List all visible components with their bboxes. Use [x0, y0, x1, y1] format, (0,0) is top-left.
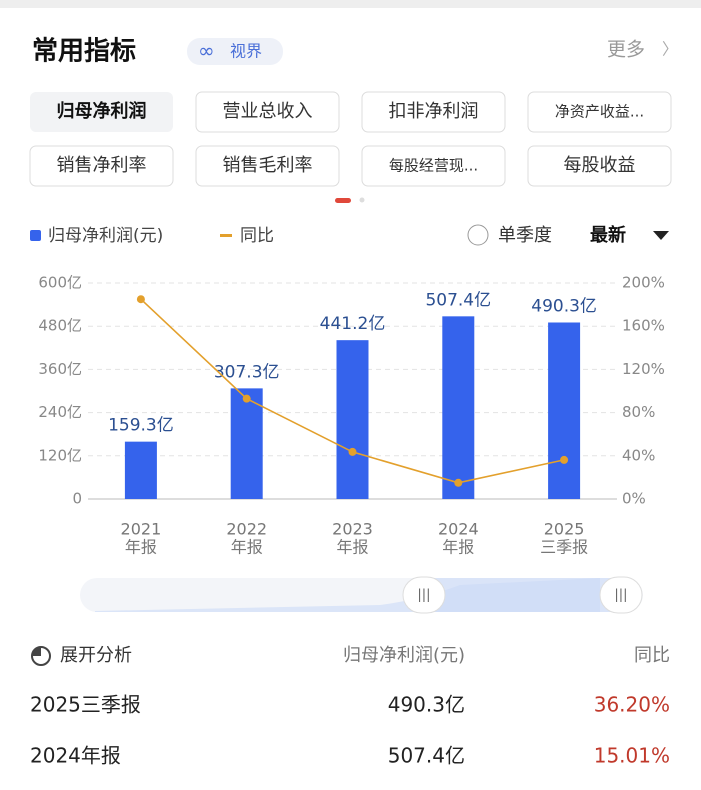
badge-bg[interactable]: [187, 38, 283, 65]
tab-bg[interactable]: [361, 145, 506, 187]
tab-bg[interactable]: [29, 145, 174, 187]
legend-swatch: [30, 230, 41, 241]
x-tick-label: 年报: [442, 538, 474, 557]
line-point: [136, 295, 145, 304]
y-tick-label: 0: [72, 490, 82, 508]
badge-label[interactable]: 视界: [230, 42, 262, 61]
value-label: 490.3亿: [531, 296, 597, 316]
bar: [336, 340, 369, 499]
tab-label[interactable]: 归母净利润: [57, 100, 147, 122]
x-tick-label: 年报: [125, 538, 157, 557]
quarter-toggle[interactable]: 单季度: [498, 225, 552, 246]
x-tick-label: 2022: [226, 520, 267, 539]
y-tick-label: 480亿: [38, 317, 82, 335]
tab-label[interactable]: 销售毛利率: [223, 155, 313, 176]
line-point: [560, 455, 569, 464]
bar: [124, 441, 157, 499]
tab-bg[interactable]: [527, 91, 672, 133]
legend-swatch: [220, 234, 232, 237]
slider-window[interactable]: [423, 578, 623, 612]
table-cell: 15.01%: [594, 744, 670, 768]
x-tick-label: 2024: [438, 520, 479, 539]
value-label: 507.4亿: [425, 290, 491, 310]
sort-select[interactable]: 最新: [590, 224, 626, 246]
table-cell: 36.20%: [594, 693, 670, 717]
y-tick-label: 240亿: [38, 403, 82, 421]
tab-bg[interactable]: [527, 145, 672, 187]
x-tick-label: 三季报: [540, 538, 588, 557]
badge-icon: ∞: [198, 39, 215, 63]
table-cell: 2024年报: [30, 744, 121, 768]
y2-tick-label: 0%: [622, 490, 646, 508]
table-cell: 2025三季报: [30, 693, 141, 717]
slider-handle[interactable]: [402, 576, 446, 614]
x-tick-label: 2025: [544, 520, 585, 539]
x-tick-label: 2023: [332, 520, 373, 539]
slider-handle[interactable]: [599, 576, 643, 614]
x-tick-label: 2021: [121, 520, 162, 539]
bar: [442, 316, 475, 499]
legend-label: 同比: [240, 226, 274, 246]
tab-bg[interactable]: [195, 91, 340, 133]
line-point: [348, 447, 357, 456]
handle-grip: |||: [417, 588, 430, 603]
table-header: 归母净利润(元): [343, 645, 465, 666]
table-cell: 507.4亿: [388, 744, 465, 768]
more-link[interactable]: 更多: [607, 39, 645, 61]
line-point: [454, 478, 463, 487]
y-tick-label: 120亿: [38, 446, 82, 464]
tab-bg[interactable]: [30, 92, 173, 132]
pager-dot: [359, 197, 365, 203]
tab-label[interactable]: 销售净利率: [57, 155, 147, 176]
tab-label[interactable]: 每股收益: [564, 155, 636, 176]
value-label: 307.3亿: [214, 362, 280, 382]
tab-label[interactable]: 扣非净利润: [389, 101, 479, 122]
y2-tick-label: 200%: [622, 274, 665, 292]
tab-label[interactable]: 每股经营现...: [389, 157, 478, 175]
bar: [548, 322, 581, 499]
analysis-icon: [32, 647, 41, 656]
dropdown-arrow[interactable]: [653, 231, 669, 240]
tab-bg[interactable]: [195, 145, 340, 187]
y-tick-label: 600亿: [38, 274, 82, 292]
bar: [230, 388, 263, 499]
pager-dot-active: [335, 198, 351, 203]
tab-bg[interactable]: [361, 91, 506, 133]
value-label: 441.2亿: [320, 314, 386, 334]
legend-label: 归母净利润(元): [48, 226, 163, 246]
table-cell: 490.3亿: [388, 693, 465, 717]
value-label: 159.3亿: [108, 416, 174, 436]
y2-tick-label: 160%: [622, 317, 665, 335]
x-tick-label: 年报: [231, 538, 263, 557]
page-title: 常用指标: [32, 37, 136, 67]
table-header: 同比: [634, 645, 670, 666]
tab-label[interactable]: 净资产收益...: [555, 103, 644, 121]
tab-label[interactable]: 营业总收入: [223, 101, 313, 122]
handle-grip: |||: [614, 588, 627, 603]
chevron[interactable]: 〉: [662, 40, 678, 59]
top-strip: [0, 0, 701, 8]
y2-tick-label: 80%: [622, 403, 655, 421]
line-point: [242, 394, 251, 403]
y2-tick-label: 40%: [622, 446, 655, 464]
y-tick-label: 360亿: [38, 360, 82, 378]
radio[interactable]: [467, 224, 489, 246]
y2-tick-label: 120%: [622, 360, 665, 378]
x-tick-label: 年报: [336, 538, 368, 557]
table-header[interactable]: 展开分析: [60, 645, 132, 666]
